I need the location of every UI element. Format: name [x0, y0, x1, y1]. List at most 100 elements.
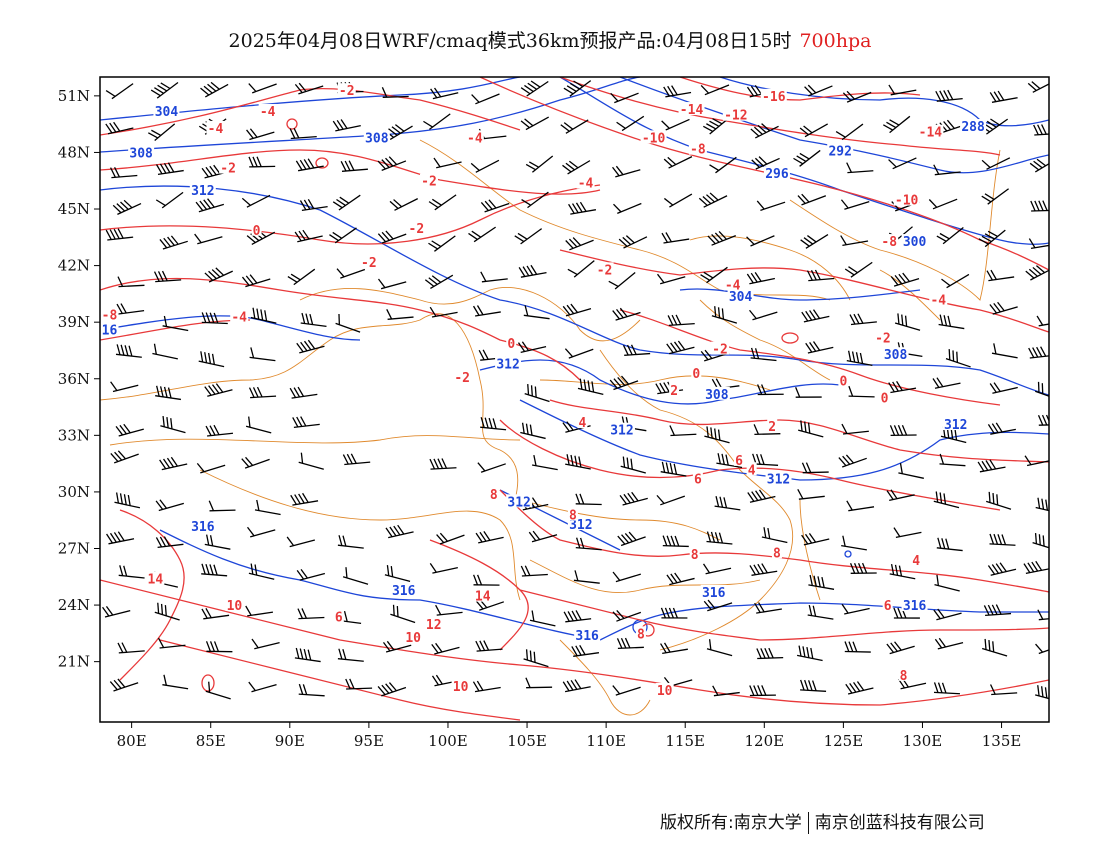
temperature-label: -8	[102, 309, 118, 324]
height-label-bg	[700, 584, 727, 598]
wind-barb	[117, 642, 145, 654]
wind-barb	[300, 312, 327, 328]
wind-barb	[205, 424, 234, 437]
wind-barb	[1037, 609, 1049, 621]
height-label-bg	[128, 145, 155, 159]
temperature-label-bg	[251, 222, 262, 236]
wind-barb	[700, 84, 730, 96]
temperature-label: 14	[148, 573, 164, 588]
wind-barb	[110, 450, 139, 464]
x-tick-label: 80E	[117, 732, 147, 750]
wind-barb	[390, 604, 416, 624]
wind-barb	[709, 156, 737, 174]
wind-barb	[849, 562, 877, 574]
height-label: 316	[702, 586, 726, 601]
wind-barb	[981, 188, 1009, 205]
temperature-label: -4	[578, 177, 594, 192]
wind-barb	[155, 385, 182, 401]
wind-barb	[148, 123, 176, 142]
wind-barb	[118, 565, 145, 579]
height-label: 308	[705, 388, 729, 403]
wind-barb	[933, 164, 961, 176]
latitude-axis: 51N 48N 45N 42N 39N 36N 33N 30N 27N 24N 21N	[58, 87, 100, 671]
wind-barb	[622, 344, 651, 356]
geopotential-height-contours	[100, 77, 1049, 641]
temperature-contours	[100, 77, 1049, 721]
temperature-label: 8	[773, 546, 781, 561]
wind-barb	[801, 462, 829, 474]
temperature-label-bg	[691, 366, 702, 380]
temperature-label-bg	[711, 341, 730, 355]
wind-barb	[932, 377, 961, 389]
temperature-label-bg	[760, 88, 787, 102]
wind-barb	[577, 378, 604, 396]
wind-barb	[565, 237, 594, 251]
wind-barb	[155, 191, 184, 209]
wind-barb	[938, 314, 965, 330]
wind-barb	[198, 351, 225, 368]
wind-barb	[286, 536, 316, 548]
x-tick-label: 135E	[982, 732, 1022, 750]
height-label-bg	[827, 143, 854, 157]
temperature-label: 4	[578, 416, 586, 431]
height-label-bg	[495, 356, 522, 370]
height-label-bg	[763, 166, 790, 180]
temperature-label: -14	[919, 126, 943, 141]
height-label: 312	[496, 358, 519, 373]
wind-barb	[663, 85, 692, 98]
wind-barb	[989, 382, 1018, 394]
temperature-label: -12	[724, 109, 747, 124]
wind-barb	[154, 602, 180, 621]
wind-barb	[799, 123, 828, 138]
temperature-label-bg	[879, 390, 890, 404]
wind-barb	[890, 272, 920, 287]
wind-barb	[431, 642, 460, 655]
wind-barb	[716, 453, 743, 469]
wind-barb	[660, 607, 688, 619]
copyright-footer: 版权所有:南京大学 南京创蓝科技有限公司	[660, 808, 985, 834]
wind-barb	[564, 348, 594, 359]
y-tick-label: 36N	[58, 370, 90, 388]
wind-barb	[329, 227, 357, 244]
height-label: 16	[102, 324, 118, 339]
wind-barb	[471, 93, 500, 105]
temperature-label: 4	[748, 463, 756, 478]
wind-barb	[155, 536, 184, 549]
wind-barb	[337, 648, 364, 662]
wind-barb	[290, 492, 319, 506]
wind-barb	[800, 234, 829, 249]
wind-barb	[757, 384, 784, 396]
temperature-label: 8	[691, 548, 699, 563]
wind-barb	[978, 229, 1006, 248]
wind-barb	[609, 375, 639, 391]
wind-barb	[939, 453, 966, 467]
x-tick-label: 105E	[507, 732, 547, 750]
x-tick-label: 85E	[196, 732, 226, 750]
wind-barb	[841, 603, 870, 615]
wind-barb	[616, 637, 644, 650]
wind-barb	[656, 494, 686, 506]
temperature-label: 2	[768, 420, 776, 435]
wind-barb	[987, 422, 1016, 435]
y-tick-label: 24N	[58, 596, 90, 614]
map-title: 2025年04月08日WRF/cmaq模式36km预报产品:04月08日15时 7…	[0, 26, 1100, 53]
wind-barb	[747, 489, 776, 503]
wind-barb	[287, 268, 316, 286]
height-label-bg	[100, 322, 119, 336]
temperature-label: -4	[208, 122, 224, 137]
temperature-label-bg	[880, 234, 899, 248]
temperature-label-bg	[655, 682, 674, 696]
temperature-label: -2	[421, 175, 437, 190]
wind-barb	[1032, 533, 1049, 551]
wind-barb	[612, 610, 642, 622]
wind-barb	[1028, 238, 1049, 250]
wind-barb	[982, 638, 1008, 657]
wind-barb	[886, 489, 915, 502]
temperature-label: -4	[231, 311, 247, 326]
temperature-label: -14	[680, 103, 704, 118]
temperature-label: -2	[220, 162, 236, 177]
temperature-label-bg	[333, 609, 344, 623]
wind-barb	[155, 162, 184, 176]
wind-barb	[248, 156, 276, 168]
